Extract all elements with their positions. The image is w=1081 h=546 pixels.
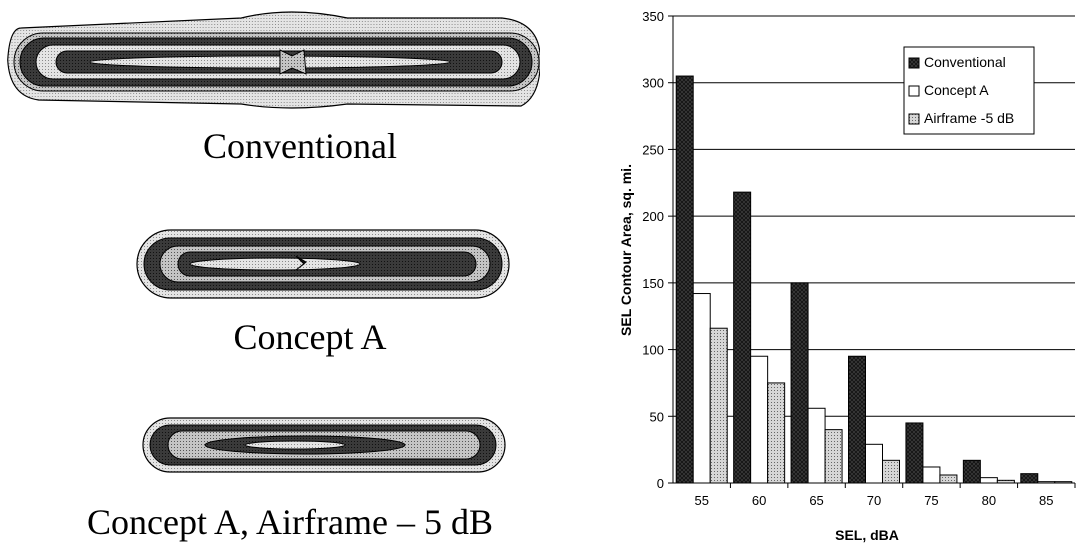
bar-conventional-60 [733,191,752,484]
bar-concept-a-65 [807,407,826,484]
bar-airframe-5-db-55 [709,327,728,484]
y-tick-label: 200 [642,209,664,224]
bar-concept-a-60 [750,355,769,484]
x-tick-label: 60 [752,493,766,508]
x-tick-label: 75 [924,493,938,508]
bar-conventional-70 [848,355,866,484]
x-axis-title: SEL, dBA [835,527,899,543]
legend-label-concept-a: Concept A [924,82,989,98]
bar-airframe-5-db-60 [767,382,786,484]
conventional-contour-map [7,11,540,109]
y-tick-label: 350 [642,9,664,24]
concept-a-caption: Concept A [233,317,387,357]
y-tick-label: 250 [642,142,664,157]
bar-concept-a-80 [979,477,998,484]
x-tick-label: 80 [982,493,996,508]
bar-concept-a-70 [865,443,883,484]
contour-maps [7,11,540,473]
airframe-contour-map [142,417,506,473]
y-tick-label: 150 [642,276,664,291]
legend: Conventional Concept A Airframe -5 dB [903,46,1035,135]
y-tick-label: 100 [642,343,664,358]
legend-swatch-concept-a [908,85,920,97]
legend-swatch-conventional [908,57,920,69]
bar-concept-a-55 [692,293,711,484]
x-tick-label: 65 [809,493,823,508]
bar-airframe-5-db-75 [939,474,958,484]
bar-conventional-75 [905,422,924,484]
bar-airframe-5-db-70 [882,459,900,484]
conventional-caption: Conventional [203,126,397,166]
bar-conventional-80 [962,459,981,484]
bar-concept-a-75 [922,466,941,484]
airframe-caption: Concept A, Airframe – 5 dB [87,502,493,542]
x-tick-label: 55 [694,493,708,508]
x-tick-label: 70 [867,493,881,508]
legend-label-conventional: Conventional [924,54,1006,70]
bar-conventional-65 [790,282,809,484]
concept-a-contour-map [136,229,510,299]
bar-conventional-85 [1020,473,1039,484]
y-tick-label: 300 [642,76,664,91]
x-tick-label: 85 [1039,493,1053,508]
legend-label-airframe: Airframe -5 dB [924,110,1014,126]
y-tick-label: 0 [657,476,664,491]
y-tick-label: 50 [650,409,664,424]
bar-airframe-5-db-65 [824,429,843,484]
y-axis-title: SEL Contour Area, sq. mi. [618,164,634,336]
legend-swatch-airframe [908,113,920,125]
bar-conventional-55 [675,75,694,484]
